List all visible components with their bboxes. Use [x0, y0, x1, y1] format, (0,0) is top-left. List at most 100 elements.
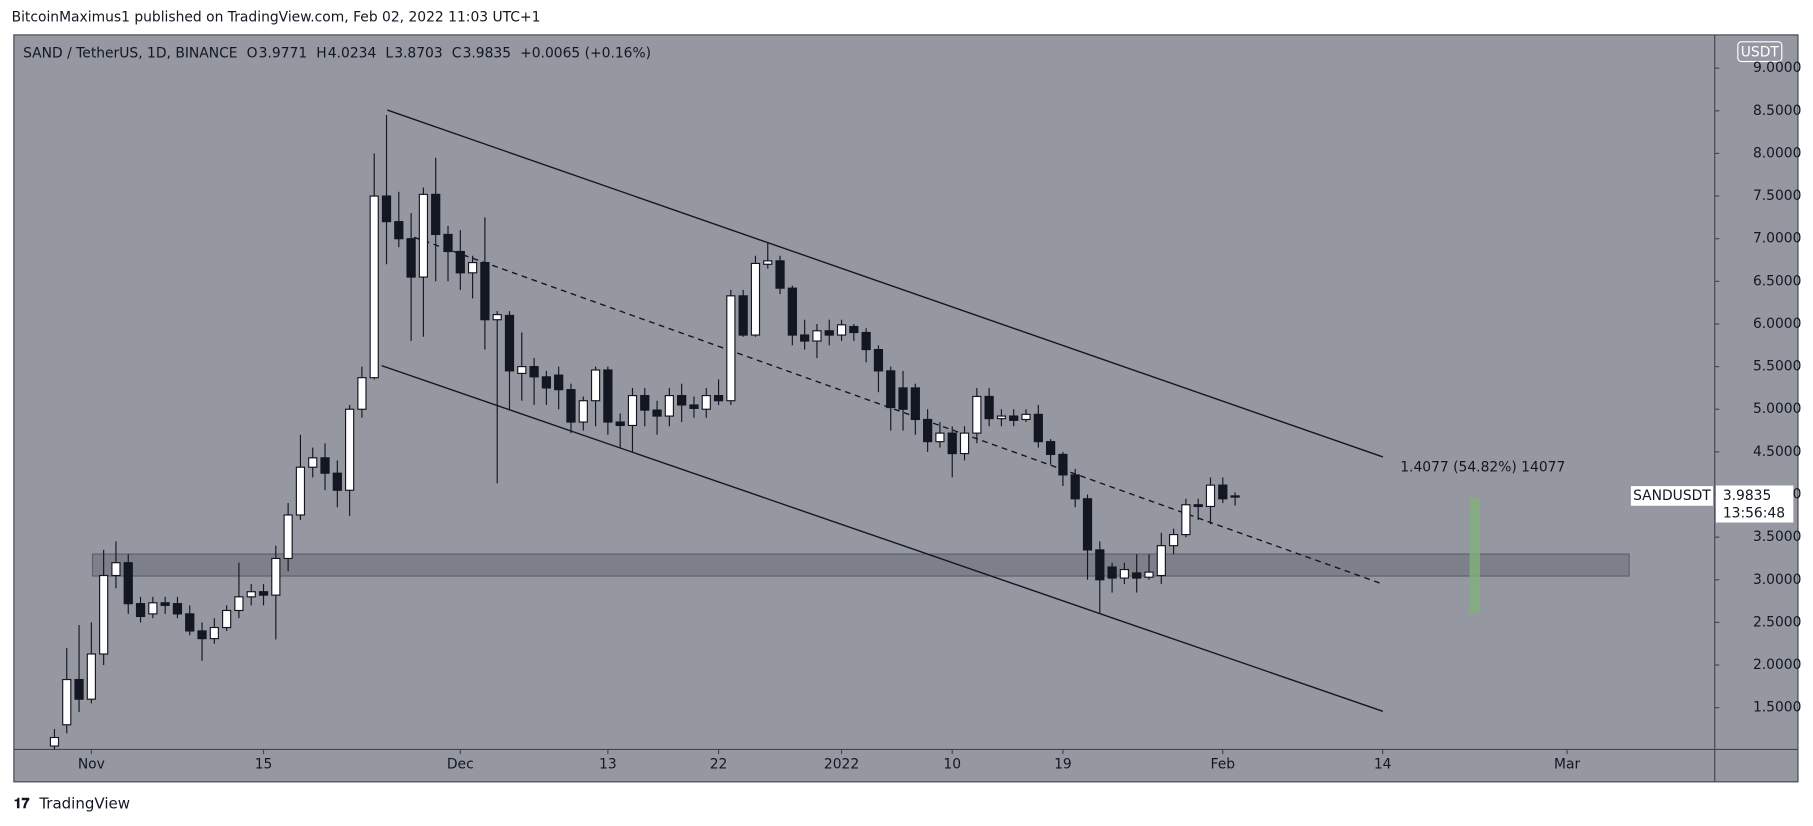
candle-body — [1132, 572, 1142, 579]
candle-body — [222, 609, 232, 629]
candle-body — [529, 366, 539, 378]
y-tick-label: 8.5000 — [1753, 103, 1802, 119]
candle-body — [664, 395, 674, 417]
candle-body — [554, 374, 564, 391]
candle-body — [381, 195, 392, 223]
channel-upper — [387, 109, 1384, 458]
countdown-label: 13:56:48 — [1723, 505, 1785, 521]
currency-label: USDT — [1741, 44, 1780, 60]
candle-body — [467, 261, 478, 274]
candle-body — [750, 262, 761, 336]
candle-body — [480, 261, 490, 321]
high-value: 4.0234 — [328, 45, 377, 61]
candle-body — [1181, 504, 1191, 536]
candle-body — [1095, 549, 1105, 581]
x-tick-label: 14 — [1374, 757, 1392, 773]
legend-line: SAND / TetherUS, 1D, BINANCE O3.9771 H4.… — [23, 45, 651, 61]
candle-body — [640, 395, 650, 411]
candle-body — [320, 457, 330, 474]
candle-body — [1058, 453, 1068, 476]
publisher-line: BitcoinMaximus1 published on TradingView… — [12, 10, 541, 26]
tv-logo: 𝟏𝟕 — [14, 796, 30, 812]
candle-body — [849, 325, 859, 334]
close-value: 3.9835 — [463, 45, 512, 61]
candle-body — [1218, 484, 1228, 500]
high-label: H — [316, 45, 326, 61]
candle-body — [959, 432, 970, 455]
candle-body — [111, 562, 121, 577]
candle-body — [738, 295, 748, 336]
symbol-title: SAND / TetherUS, 1D, BINANCE — [23, 45, 237, 61]
x-tick-label: Dec — [447, 757, 474, 773]
candle-body — [677, 395, 687, 406]
candle-body — [86, 653, 96, 700]
candle-body — [873, 348, 884, 372]
candle-body — [787, 287, 797, 336]
open-label: O — [247, 45, 258, 61]
y-tick-label: 7.0000 — [1753, 231, 1802, 247]
y-tick-label: 5.5000 — [1753, 359, 1802, 375]
change-value: +0.0065 (+0.16%) — [520, 45, 651, 61]
price-box — [1715, 485, 1794, 523]
candle-body — [603, 369, 613, 423]
candle-body — [578, 400, 588, 423]
candle-body — [517, 366, 527, 375]
candle-body — [74, 678, 84, 700]
candle-body — [935, 432, 945, 443]
y-tick-label: 7.5000 — [1753, 188, 1802, 204]
candle-body — [443, 233, 453, 253]
y-tick-label: 9.0000 — [1753, 60, 1802, 76]
candle-body — [406, 238, 416, 278]
candle-body — [775, 260, 785, 289]
candle-body — [504, 314, 515, 372]
x-tick-label: Feb — [1211, 757, 1236, 773]
candle-body — [627, 395, 638, 427]
y-tick-label: 3.0000 — [1753, 572, 1802, 588]
channel-lower — [381, 364, 1384, 712]
candle-body — [652, 409, 662, 417]
y-tick-label: 2.0000 — [1753, 657, 1802, 673]
y-tick-label: 2.5000 — [1753, 614, 1802, 630]
candle-body — [861, 331, 871, 351]
candle-body — [984, 395, 994, 420]
candle-body — [886, 370, 896, 409]
candle-body — [209, 626, 219, 640]
brand: TradingView — [38, 794, 130, 812]
candle-body — [295, 466, 306, 516]
channel-mid — [413, 236, 1384, 585]
close-label: C — [452, 45, 462, 61]
x-tick-label: Nov — [78, 757, 105, 773]
candle-body — [1021, 413, 1031, 421]
candle-body — [996, 415, 1007, 420]
candle-body — [726, 295, 736, 402]
candle-body — [1070, 474, 1080, 500]
x-tick-label: 15 — [255, 757, 273, 773]
candle-body — [332, 472, 342, 491]
symbol-box — [1629, 484, 1715, 507]
x-tick-label: 22 — [710, 757, 728, 773]
candle-body — [49, 736, 60, 747]
candle-body — [1168, 534, 1179, 547]
candle-body — [308, 457, 318, 468]
candle-body — [172, 603, 183, 615]
candle-body — [258, 591, 269, 596]
y-tick-label: 6.5000 — [1753, 273, 1802, 289]
candle-body — [701, 395, 711, 410]
candle-body — [1009, 415, 1019, 421]
candle-body — [62, 678, 72, 726]
candle-body — [135, 603, 146, 618]
price-label: 3.9835 — [1723, 488, 1772, 504]
low-value: 3.8703 — [394, 45, 443, 61]
candle-body — [824, 330, 834, 336]
y-tick-label: 8.0000 — [1753, 145, 1802, 161]
candle-body — [898, 387, 908, 410]
candle-body — [763, 260, 773, 265]
candle-body — [1107, 566, 1117, 579]
candle-body — [283, 514, 293, 560]
x-tick-label: 10 — [943, 757, 961, 773]
x-tick-label: Mar — [1554, 757, 1580, 773]
y-tick-label: 1.5000 — [1753, 700, 1802, 716]
candle-body — [1045, 441, 1056, 456]
candle-body — [836, 324, 847, 336]
